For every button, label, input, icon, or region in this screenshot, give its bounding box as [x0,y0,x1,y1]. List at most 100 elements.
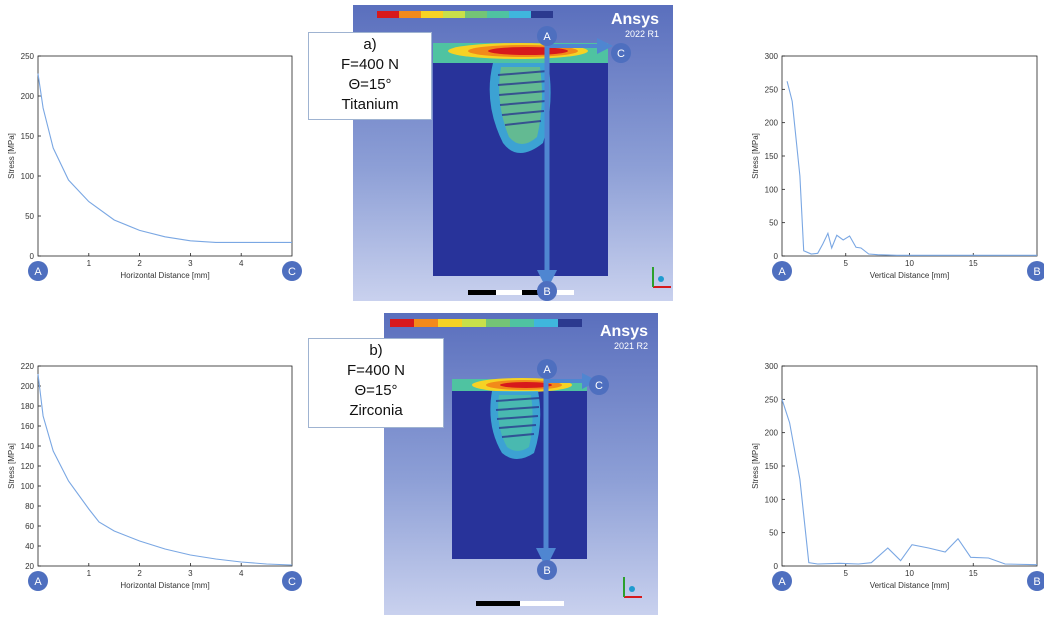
y-tick-label: 100 [765,185,779,194]
marker-start: A [772,571,792,591]
scale-bar [476,601,564,606]
y-tick-label: 220 [21,362,35,371]
y-tick-label: 50 [769,219,778,228]
x-tick-label: 2 [137,259,142,268]
x-axis-label: Horizontal Distance [mm] [120,271,209,280]
x-tick-label: 4 [239,569,244,578]
stress-series-line [781,399,1038,566]
x-tick-label: 2 [137,569,142,578]
x-tick-label: 1 [87,569,92,578]
x-tick-label: 10 [905,259,914,268]
callout-zirconia: b) F=400 N Θ=15° Zirconia [308,338,444,428]
x-tick-label: 10 [905,569,914,578]
y-tick-label: 200 [21,382,35,391]
marker-end: C [282,571,302,591]
marker-b-titanium: B [537,281,557,301]
y-tick-label: 60 [25,522,34,531]
y-tick-label: 250 [765,395,779,404]
marker-start: A [28,261,48,281]
svg-text:B: B [543,565,550,577]
marker-c-zirconia: C [589,375,609,395]
marker-c-titanium: C [611,43,631,63]
axis-triad [652,267,671,288]
x-tick-label: 5 [844,569,849,578]
marker-start: A [28,571,48,591]
ansys-brand: Ansys [610,11,659,28]
y-tick-label: 20 [25,562,34,571]
x-tick-label: 1 [87,259,92,268]
y-tick-label: 80 [25,502,34,511]
marker-a-titanium: A [537,26,557,46]
ansys-brand: Ansys [599,323,648,340]
callout-angle: Θ=15° [354,382,398,399]
callout-force: F=400 N [341,56,399,73]
y-tick-label: 200 [21,92,35,101]
marker-end: C [282,261,302,281]
y-tick-label: 250 [21,52,35,61]
axis-triad [623,577,642,598]
x-tick-label: 3 [188,569,193,578]
callout-material: Titanium [341,96,399,113]
callout-titanium: a) F=400 N Θ=15° Titanium [308,32,432,120]
marker-b-zirconia: B [537,560,557,580]
y-axis-label: Stress [MPa] [7,443,16,489]
svg-text:C: C [288,266,296,278]
x-axis-label: Vertical Distance [mm] [870,271,950,280]
y-tick-label: 100 [21,482,35,491]
ansys-version: 2021 R2 [613,341,648,351]
svg-text:B: B [1033,266,1040,278]
marker-end: B [1027,261,1044,281]
y-tick-label: 250 [765,85,779,94]
y-tick-label: 300 [765,362,779,371]
y-tick-label: 50 [25,212,34,221]
y-tick-label: 140 [21,442,35,451]
ansys-version: 2022 R1 [624,29,659,39]
y-tick-label: 50 [769,529,778,538]
scale-bar [468,290,574,295]
y-tick-label: 100 [21,172,35,181]
svg-text:C: C [595,380,603,392]
y-tick-label: 40 [25,542,34,551]
callout-angle: Θ=15° [348,76,392,93]
y-tick-label: 120 [21,462,35,471]
x-tick-label: 5 [844,259,849,268]
svg-text:A: A [543,364,551,376]
x-axis-label: Vertical Distance [mm] [870,581,950,590]
svg-text:B: B [543,286,550,298]
svg-text:B: B [1033,576,1040,588]
x-axis-label: Horizontal Distance [mm] [120,581,209,590]
y-axis-label: Stress [MPa] [751,133,760,179]
y-axis-label: Stress [MPa] [751,443,760,489]
y-axis-label: Stress [MPa] [7,133,16,179]
svg-text:C: C [617,48,625,60]
marker-a-zirconia: A [537,359,557,379]
y-tick-label: 180 [21,402,35,411]
y-tick-label: 200 [765,119,779,128]
svg-text:A: A [778,576,786,588]
x-tick-label: 15 [969,569,978,578]
stress-series-line [786,81,1037,256]
svg-text:A: A [34,266,42,278]
color-legend [390,319,582,327]
marker-start: A [772,261,792,281]
y-tick-label: 150 [765,462,779,471]
marker-end: B [1027,571,1044,591]
y-tick-label: 150 [21,132,35,141]
x-tick-label: 4 [239,259,244,268]
y-tick-label: 300 [765,52,779,61]
y-tick-label: 150 [765,152,779,161]
x-tick-label: 3 [188,259,193,268]
y-tick-label: 0 [774,562,779,571]
stress-series-line [37,373,293,566]
callout-label: b) [369,342,383,359]
svg-text:A: A [543,31,551,43]
x-tick-label: 15 [969,259,978,268]
callout-force: F=400 N [347,362,405,379]
callout-label: a) [363,36,377,53]
y-tick-label: 0 [30,252,35,261]
